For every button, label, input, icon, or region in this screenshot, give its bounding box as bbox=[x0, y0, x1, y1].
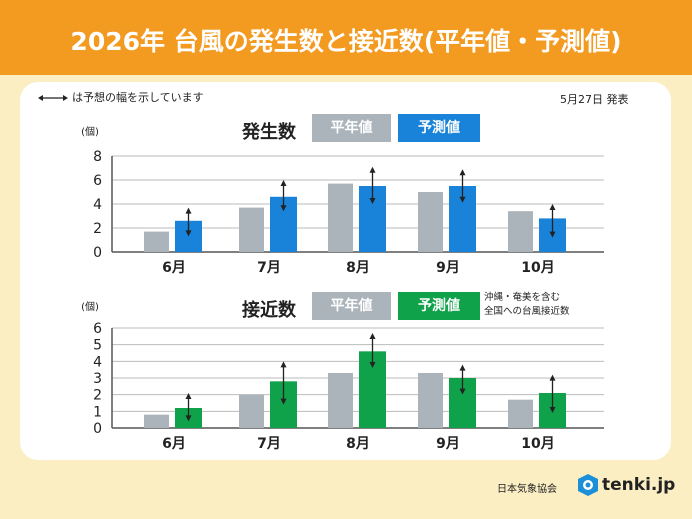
occurrence-x-tick: 7月 bbox=[257, 260, 281, 276]
occurrence-x-tick: 9月 bbox=[436, 260, 460, 276]
occurrence-forecast-key: 予測値 bbox=[398, 114, 480, 142]
approach-x-tick: 8月 bbox=[346, 436, 370, 452]
occurrence-normal-bar bbox=[144, 231, 169, 252]
brand-name: tenki.jp bbox=[602, 475, 676, 495]
approach-x-tick: 9月 bbox=[436, 436, 460, 452]
approach-forecast-key: 予測値 bbox=[398, 292, 480, 320]
occurrence-range-arrow-down bbox=[459, 196, 466, 203]
issue-date: 5月27日 発表 bbox=[560, 93, 629, 106]
approach-x-tick: 7月 bbox=[257, 436, 281, 452]
approach-normal-bar bbox=[328, 373, 353, 428]
approach-unit-label: (個) bbox=[81, 300, 99, 313]
approach-range-arrow-down bbox=[369, 362, 376, 368]
footer-organization: 日本気象協会 bbox=[497, 484, 557, 495]
approach-chart-title: 接近数 bbox=[242, 300, 296, 321]
occurrence-unit-label: (個) bbox=[81, 125, 99, 138]
occurrence-normal-bar bbox=[328, 183, 353, 252]
approach-y-tick: 6 bbox=[93, 321, 102, 337]
header-bar bbox=[0, 0, 692, 75]
range-legend-text: は予想の幅を示しています bbox=[72, 91, 204, 104]
occurrence-y-tick: 6 bbox=[93, 173, 102, 189]
occurrence-range-arrow-up bbox=[549, 204, 556, 210]
approach-normal-bar bbox=[144, 414, 169, 428]
occurrence-range-arrow-down bbox=[185, 230, 192, 237]
approach-x-tick: 6月 bbox=[162, 436, 186, 452]
double-arrow-icon bbox=[38, 95, 68, 101]
occurrence-chart-title: 発生数 bbox=[242, 122, 296, 143]
occurrence-range-arrow-down bbox=[280, 205, 287, 212]
approach-range-arrow-down bbox=[280, 398, 287, 405]
occurrence-range-arrow-up bbox=[280, 180, 287, 186]
occurrence-normal-key: 平年値 bbox=[312, 114, 391, 142]
approach-range-arrow-up bbox=[549, 374, 556, 381]
page-title: 2026年 台風の発生数と接近数(平年値・予測値) bbox=[70, 27, 622, 56]
occurrence-range-arrow-up bbox=[185, 207, 192, 214]
occurrence-y-tick: 2 bbox=[93, 221, 102, 237]
approach-normal-key: 平年値 bbox=[312, 292, 391, 320]
approach-normal-bar bbox=[239, 394, 264, 428]
occurrence-normal-bar bbox=[508, 211, 533, 252]
approach-range-arrow-down bbox=[459, 388, 466, 395]
occurrence-x-tick: 6月 bbox=[162, 260, 186, 276]
range-legend: は予想の幅を示しています bbox=[38, 89, 204, 105]
approach-y-tick: 1 bbox=[93, 404, 102, 420]
approach-y-tick: 2 bbox=[93, 388, 102, 404]
occurrence-range-arrow-down bbox=[369, 198, 376, 204]
approach-y-tick: 4 bbox=[93, 354, 102, 370]
occurrence-y-tick: 4 bbox=[93, 197, 102, 213]
occurrence-y-tick: 0 bbox=[93, 245, 102, 261]
approach-normal-bar bbox=[418, 373, 443, 428]
approach-y-tick: 5 bbox=[93, 338, 102, 354]
tenki-logo-icon bbox=[578, 474, 598, 496]
occurrence-normal-bar bbox=[418, 192, 443, 252]
occurrence-y-tick: 8 bbox=[93, 149, 102, 165]
approach-x-tick: 10月 bbox=[521, 436, 554, 452]
occurrence-range-arrow-up bbox=[459, 169, 466, 176]
approach-range-arrow-down bbox=[185, 415, 192, 422]
approach-note: 沖縄・奄美を含む 全国への台風接近数 bbox=[484, 292, 570, 317]
occurrence-normal-bar bbox=[239, 207, 264, 252]
approach-normal-bar bbox=[508, 399, 533, 428]
approach-range-arrow-down bbox=[549, 407, 556, 413]
occurrence-range-arrow-down bbox=[549, 231, 556, 238]
occurrence-range-arrow-up bbox=[369, 166, 376, 173]
occurrence-chart: (個) 0 2 4 6 8 6月 7月 8月 9月 10月 bbox=[81, 125, 604, 276]
occurrence-x-tick: 10月 bbox=[521, 260, 554, 276]
approach-range-arrow-up bbox=[369, 333, 376, 339]
approach-range-arrow-up bbox=[185, 393, 192, 399]
approach-y-tick: 0 bbox=[93, 421, 102, 437]
approach-range-arrow-up bbox=[280, 361, 287, 368]
approach-range-arrow-up bbox=[459, 364, 466, 371]
occurrence-x-tick: 8月 bbox=[346, 260, 370, 276]
approach-y-tick: 3 bbox=[93, 371, 102, 387]
